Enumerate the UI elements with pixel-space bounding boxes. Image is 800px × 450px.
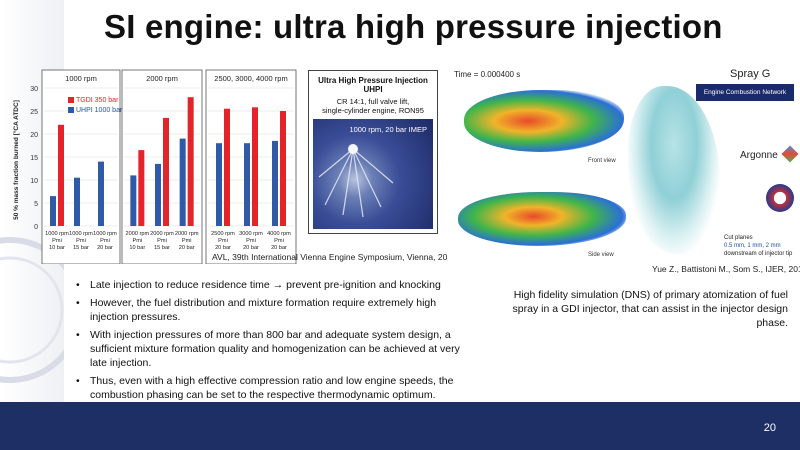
bullet-item: However, the fuel distribution and mixtu… [72, 296, 472, 324]
uhpi-details-line: single-cylinder engine, RON95 [322, 106, 424, 115]
uhpi-details: CR 14:1, full valve lift, single-cylinder… [309, 97, 437, 115]
side-view-plume [458, 192, 626, 246]
x-tick-label: Pmi [218, 238, 228, 244]
chart-panel-frame [41, 69, 121, 264]
y-tick-label: 25 [30, 109, 38, 116]
argonne-logo-mark [781, 145, 799, 163]
x-tick-label: Pmi [133, 238, 143, 244]
x-tick-label: Pmi [182, 238, 192, 244]
x-tick-label: 10 bar [129, 245, 145, 251]
time-label: Time = 0.000400 s [454, 70, 521, 79]
legend-entry: TGDI 350 bar [76, 97, 119, 104]
x-tick-label: Pmi [100, 238, 110, 244]
3d-spray-plume [628, 86, 720, 254]
y-axis-label: 50 % mass fraction burned [°CA ATDC] [12, 100, 20, 220]
panel-title: 1000 rpm [65, 74, 97, 83]
x-tick-label: 20 bar [271, 245, 287, 251]
x-tick-label: Pmi [246, 238, 256, 244]
photo-caption: 1000 rpm, 20 bar IMEP [349, 125, 427, 134]
bar-tgdi [138, 150, 145, 226]
bullet-list: Late injection to reduce residence time … [72, 278, 472, 406]
x-tick-label: 20 bar [179, 245, 195, 251]
bar-uhpi [98, 161, 104, 226]
uhpi-details-line: CR 14:1, full valve lift, [336, 97, 410, 106]
bar-tgdi [58, 124, 64, 226]
x-tick-label: 20 bar [215, 245, 231, 251]
mfb50-bar-chart: 50 % mass fraction burned [°CA ATDC] 0 5 10… [12, 69, 297, 264]
front-view-plume [464, 90, 624, 152]
x-tick-label: 2000 rpm [150, 231, 174, 237]
x-tick-label: 4000 rpm [267, 231, 291, 237]
x-tick-label: 2500 rpm [211, 231, 235, 237]
x-tick-label: Pmi [52, 238, 62, 244]
x-tick-label: 1000 rpm [93, 231, 117, 237]
university-seal-watermark [0, 237, 64, 383]
cut-planes-title: Cut planes [724, 235, 753, 241]
bar-tgdi [252, 107, 258, 226]
x-tick-label: 1000 rpm [69, 231, 93, 237]
x-tick-label: Pmi [76, 238, 86, 244]
slide-title: SI engine: ultra high pressure injection [104, 8, 723, 45]
bar-tgdi [280, 111, 286, 226]
citation-yue: Yue Z., Battistoni M., Som S., IJER, 201… [652, 264, 800, 274]
x-tick-label: 15 bar [73, 245, 89, 251]
x-tick-label: 3000 rpm [239, 231, 263, 237]
dns-description: High fidelity simulation (DNS) of primar… [512, 289, 788, 329]
bar-uhpi [50, 196, 56, 226]
bar-uhpi [216, 143, 222, 226]
front-view-label: Front view [588, 158, 616, 164]
spray-g-label: Spray G [730, 68, 771, 80]
chart-panel: 50 % mass fraction burned [°CA ATDC] 0 5 10… [8, 68, 440, 264]
x-tick-label: 15 bar [154, 245, 170, 251]
x-tick-label: 20 bar [97, 245, 113, 251]
bar-uhpi [155, 163, 161, 226]
bullet-item: Thus, even with a high effective compres… [72, 374, 472, 402]
x-tick-label: 2000 rpm [126, 231, 150, 237]
x-tick-label: Pmi [157, 238, 167, 244]
footer-bar: 20 [0, 402, 800, 450]
y-tick-label: 5 [34, 201, 38, 208]
citation-avl: AVL, 39th International Vienna Engine Sy… [212, 252, 457, 262]
injection-photo: 1000 rpm, 20 bar IMEP [313, 119, 433, 229]
x-tick-label: 20 bar [243, 245, 259, 251]
cut-planes-legend: Cut planes 0.5 mm, 1 mm, 2 mm downstream… [724, 234, 792, 258]
y-tick-label: 15 [30, 155, 38, 162]
y-tick-label: 0 [34, 224, 38, 231]
bullet-item: Late injection to reduce residence time … [72, 278, 472, 292]
panel-title: 2500, 3000, 4000 rpm [214, 74, 287, 83]
page-number: 20 [763, 422, 776, 434]
uhpi-panel: Ultra High Pressure Injection UHPI CR 14… [308, 70, 438, 234]
university-seal [766, 184, 794, 212]
ecn-logo: Engine Combustion Network [696, 84, 794, 101]
legend-entry: UHPI 1000 bar [76, 107, 123, 114]
bar-tgdi [224, 108, 230, 226]
bar-uhpi [272, 140, 278, 226]
x-tick-label: 10 bar [49, 245, 65, 251]
panel-title: 2000 rpm [146, 74, 178, 83]
uhpi-title: Ultra High Pressure Injection [318, 76, 428, 85]
x-tick-label: 2000 rpm [175, 231, 199, 237]
bar-tgdi [187, 97, 194, 226]
spray-simulation-image: Time = 0.000400 s Spray G Engine Combust… [448, 66, 800, 262]
legend-swatch [68, 97, 74, 103]
side-view-label: Side view [588, 252, 614, 258]
uhpi-subtitle: UHPI [363, 85, 383, 94]
y-tick-label: 30 [30, 86, 38, 93]
spray-jets-graphic [318, 144, 394, 218]
bar-uhpi [244, 143, 250, 226]
x-tick-label: Pmi [274, 238, 284, 244]
cut-planes-note: downstream of injector tip [724, 251, 793, 257]
y-tick-label: 10 [30, 178, 38, 185]
bar-tgdi [163, 117, 169, 226]
bar-uhpi [130, 175, 137, 226]
bar-uhpi [179, 138, 186, 226]
argonne-logo: Argonne [740, 150, 778, 161]
x-tick-label: 1000 rpm [45, 231, 69, 237]
bullet-item: With injection pressures of more than 80… [72, 328, 472, 370]
legend-swatch [68, 107, 74, 113]
bar-uhpi [74, 177, 80, 226]
cut-planes-values: 0.5 mm, 1 mm, 2 mm [724, 243, 781, 249]
y-tick-label: 20 [30, 132, 38, 139]
